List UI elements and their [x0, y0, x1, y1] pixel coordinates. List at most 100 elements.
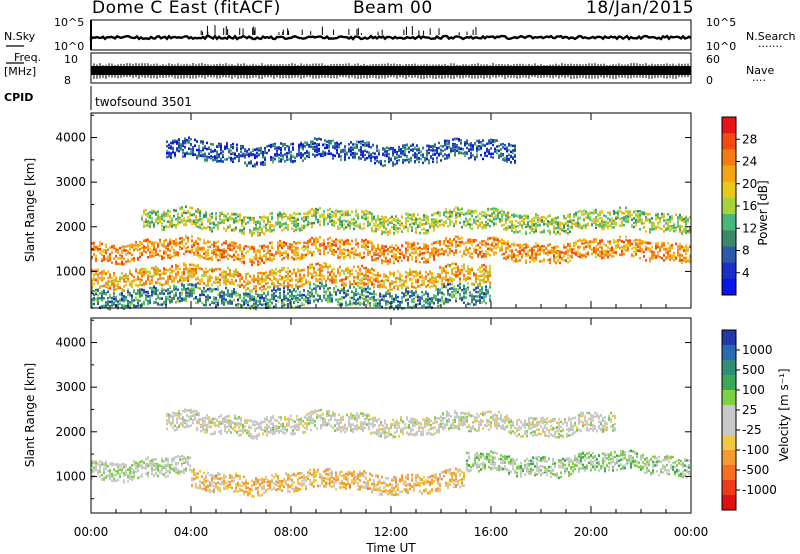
data-cell [181, 242, 183, 245]
data-cell [337, 269, 339, 272]
data-cell [537, 244, 539, 248]
data-cell [283, 251, 285, 255]
data-cell [255, 286, 257, 290]
data-cell [427, 273, 429, 276]
data-cell [209, 240, 211, 244]
data-cell [633, 254, 635, 258]
data-cell [689, 260, 691, 264]
data-cell [199, 279, 201, 282]
data-cell [603, 249, 605, 253]
data-cell [219, 248, 221, 252]
data-cell [249, 247, 251, 251]
data-cell [201, 268, 203, 271]
data-cell [597, 213, 599, 216]
data-cell [559, 222, 561, 226]
data-cell [537, 220, 539, 224]
data-cell [375, 256, 377, 260]
data-cell [385, 257, 387, 260]
data-cell [143, 209, 145, 213]
data-cell [341, 278, 343, 282]
data-cell [305, 281, 307, 284]
data-cell [563, 215, 565, 218]
data-cell [209, 268, 211, 271]
data-cell [259, 278, 261, 282]
data-cell [539, 253, 541, 256]
data-cell [535, 255, 537, 258]
data-cell [283, 227, 285, 231]
data-cell [299, 276, 301, 279]
data-cell [297, 256, 299, 260]
data-cell [157, 214, 159, 218]
data-cell [107, 287, 109, 290]
data-cell [183, 223, 185, 227]
data-cell [163, 225, 165, 229]
data-cell [479, 246, 481, 249]
data-cell [379, 249, 381, 252]
data-cell [369, 240, 371, 243]
data-cell [305, 253, 307, 257]
data-cell [303, 253, 305, 257]
data-cell [493, 245, 495, 248]
data-cell [405, 246, 407, 250]
data-cell [501, 241, 503, 245]
data-cell [277, 222, 279, 226]
data-cell [457, 270, 459, 273]
data-cell [193, 212, 195, 216]
data-cell [377, 214, 379, 218]
data-cell [349, 227, 351, 230]
data-cell [525, 259, 527, 263]
data-cell [531, 225, 533, 229]
data-cell [619, 206, 621, 210]
data-cell [99, 251, 101, 255]
data-cell [123, 274, 125, 278]
data-cell [489, 274, 491, 277]
data-cell [231, 241, 233, 244]
data-cell [297, 212, 299, 215]
data-cell [395, 277, 397, 280]
data-cell [213, 252, 215, 256]
data-cell [425, 250, 427, 253]
data-cell [287, 278, 289, 281]
data-cell [271, 229, 273, 232]
data-cell [171, 222, 173, 226]
data-cell [621, 220, 623, 224]
data-cell [381, 244, 383, 248]
data-cell [299, 229, 301, 232]
data-cell [291, 286, 293, 289]
data-cell [437, 248, 439, 252]
data-cell [205, 255, 207, 259]
data-cell [367, 224, 369, 227]
data-cell [145, 213, 147, 216]
data-cell [243, 247, 245, 251]
data-cell [509, 220, 511, 224]
data-cell [675, 242, 677, 245]
data-cell [513, 259, 515, 263]
data-cell [159, 238, 161, 242]
data-cell [239, 229, 241, 233]
data-cell [113, 244, 115, 248]
data-cell [145, 208, 147, 212]
data-cell [531, 219, 533, 222]
data-cell [371, 276, 373, 279]
data-cell [455, 262, 457, 266]
data-cell [583, 247, 585, 251]
data-cell [439, 273, 441, 277]
data-cell [265, 229, 267, 233]
data-cell [527, 244, 529, 247]
data-cell [145, 280, 147, 283]
data-cell [169, 249, 171, 252]
data-cell [369, 252, 371, 255]
data-cell [395, 256, 397, 259]
data-cell [141, 216, 143, 220]
data-cell [643, 221, 645, 225]
data-cell [223, 270, 225, 274]
data-cell [127, 288, 129, 291]
data-cell [159, 240, 161, 244]
data-cell [595, 249, 597, 252]
data-cell [303, 283, 305, 286]
data-cell [385, 228, 387, 231]
data-cell [323, 217, 325, 221]
data-cell [287, 271, 289, 275]
data-cell [261, 245, 263, 248]
data-cell [663, 243, 665, 247]
